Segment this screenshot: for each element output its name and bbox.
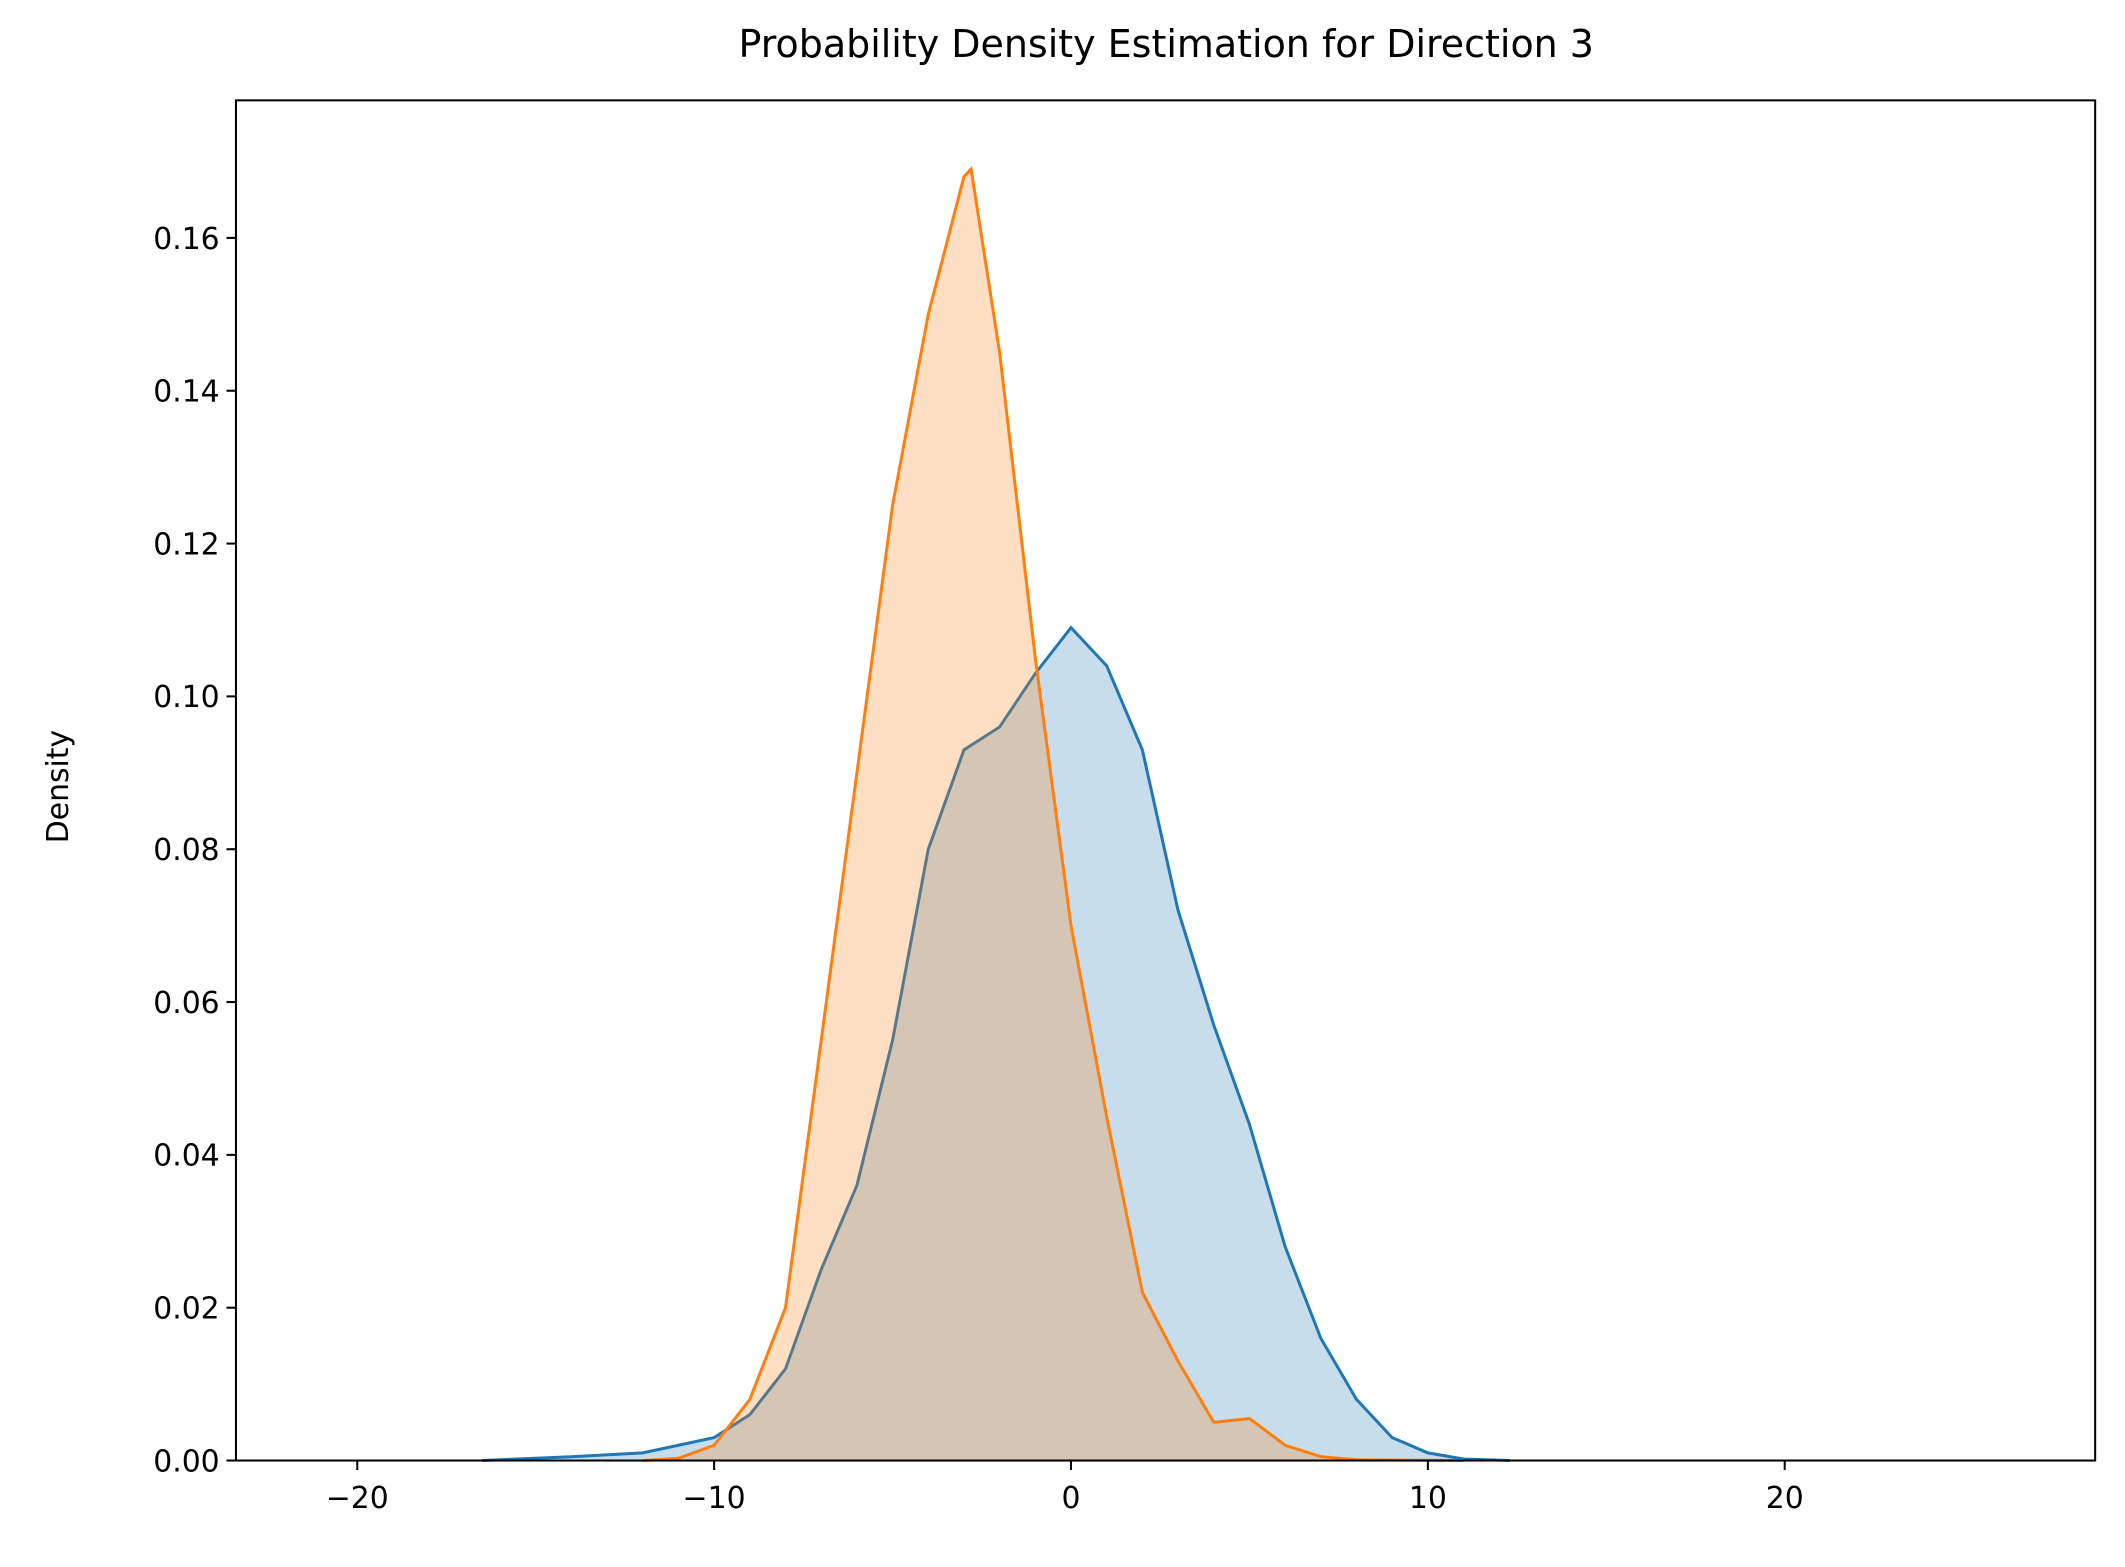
y-tick-label: 0.06 — [153, 986, 219, 1021]
x-tick-label: −20 — [326, 1481, 389, 1516]
y-axis-label: Density — [41, 730, 76, 843]
y-tick-label: 0.12 — [153, 527, 219, 562]
x-tick-label: −10 — [683, 1481, 746, 1516]
chart-title: Probability Density Estimation for Direc… — [738, 22, 1593, 66]
x-tick-label: 0 — [1062, 1481, 1081, 1516]
y-tick-label: 0.10 — [153, 680, 219, 715]
y-tick-label: 0.08 — [153, 833, 219, 868]
density-area — [482, 627, 1510, 1461]
y-tick-label: 0.14 — [153, 375, 219, 410]
x-tick-label: 10 — [1409, 1481, 1447, 1516]
density-area — [642, 169, 1464, 1461]
x-tick-label: 20 — [1766, 1481, 1804, 1516]
y-tick-label: 0.16 — [153, 222, 219, 257]
plot-frame — [234, 99, 2097, 1462]
density-line — [642, 165, 1464, 1463]
y-tick-label: 0.02 — [153, 1292, 219, 1327]
y-tick-label: 0.04 — [153, 1139, 219, 1174]
y-tick-label: 0.00 — [153, 1444, 219, 1479]
